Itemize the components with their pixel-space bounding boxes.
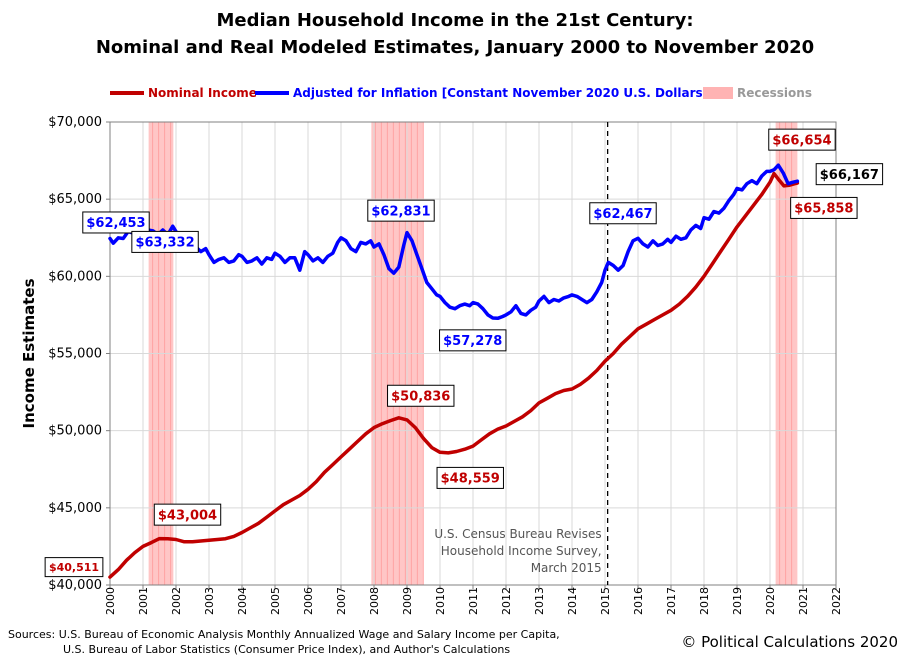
x-tick-label: 2018 xyxy=(698,587,711,615)
y-tick-label: $60,000 xyxy=(48,269,102,284)
x-tick-label: 2003 xyxy=(203,587,216,615)
x-tick-label: 2016 xyxy=(632,587,645,615)
data-label-text: $62,467 xyxy=(593,207,652,222)
y-axis-title: Income Estimates xyxy=(20,278,38,428)
data-label-box xyxy=(82,211,150,234)
data-label: $63,332 xyxy=(131,230,199,253)
x-tick-label: 2004 xyxy=(236,587,249,615)
x-tick-label: 2000 xyxy=(104,587,117,615)
data-label: $66,654 xyxy=(768,128,836,151)
x-tick-label: 2014 xyxy=(566,587,579,615)
x-tick-label: 2017 xyxy=(665,587,678,615)
data-label: $62,831 xyxy=(367,199,435,222)
x-tick-label: 2005 xyxy=(269,587,282,615)
legend-item: Nominal Income xyxy=(110,86,257,100)
y-tick-label: $65,000 xyxy=(48,192,102,207)
annotations: $40,511 $43,004 $50,836 $48,559 $66,654 $65,8… xyxy=(44,128,884,578)
x-tick-label: 2008 xyxy=(368,587,381,615)
chart-legend: Nominal Income Adjusted for Inflation [Co… xyxy=(110,86,812,100)
data-label-box xyxy=(44,557,104,578)
data-label-text: $50,836 xyxy=(391,389,450,404)
x-tick-label: 2002 xyxy=(170,587,183,615)
data-label-box xyxy=(131,230,199,253)
data-label-text: $62,453 xyxy=(86,216,145,231)
legend-label: Recessions xyxy=(737,86,812,100)
x-tick-label: 2009 xyxy=(401,587,414,615)
y-tick-label: $55,000 xyxy=(48,347,102,362)
x-axis: 2000 2001 2002 2003 2004 2005 2006 2007 2008 2009… xyxy=(104,585,843,615)
data-label: $43,004 xyxy=(153,503,222,526)
legend-label: Adjusted for Inflation [Constant Novembe… xyxy=(293,86,708,100)
data-label-box xyxy=(790,196,858,219)
grid xyxy=(109,121,837,586)
data-label-box xyxy=(436,466,504,489)
data-label-box xyxy=(367,199,435,222)
data-label-text: $63,332 xyxy=(135,236,194,251)
data-label: $50,836 xyxy=(387,384,455,407)
data-label-box xyxy=(439,329,507,352)
survey-revision-label: U.S. Census Bureau Revises xyxy=(434,527,601,541)
data-label-text: $48,559 xyxy=(441,472,500,487)
survey-revision-label: Household Income Survey, xyxy=(441,544,602,558)
data-label-text: $62,831 xyxy=(371,204,430,219)
data-label: $48,559 xyxy=(436,466,504,489)
y-tick-label: $70,000 xyxy=(48,115,102,130)
x-tick-label: 2022 xyxy=(830,587,843,615)
x-tick-label: 2001 xyxy=(137,587,150,615)
nominal-income-line xyxy=(108,171,800,579)
real-income-line xyxy=(108,163,800,321)
data-label-text: $66,654 xyxy=(772,133,831,148)
x-tick-label: 2020 xyxy=(764,587,777,615)
x-tick-label: 2013 xyxy=(533,587,546,615)
data-label: $62,467 xyxy=(589,202,657,225)
y-tick-label: $40,000 xyxy=(48,578,102,593)
x-tick-label: 2015 xyxy=(599,587,612,615)
data-label-text: $57,278 xyxy=(443,334,502,349)
legend-item: Recessions xyxy=(703,86,812,100)
data-label-box xyxy=(815,163,884,186)
x-tick-label: 2019 xyxy=(731,587,744,615)
x-tick-label: 2021 xyxy=(797,587,810,615)
data-label-text: $65,858 xyxy=(794,202,853,217)
data-label: $57,278 xyxy=(439,329,507,352)
legend-label: Nominal Income xyxy=(148,86,257,100)
data-label-text: $40,511 xyxy=(49,561,99,574)
x-tick-label: 2012 xyxy=(500,587,513,615)
y-tick-label: $45,000 xyxy=(48,501,102,516)
sources-line1: Sources: U.S. Bureau of Economic Analysi… xyxy=(8,628,560,641)
data-label: $62,453 xyxy=(82,211,150,234)
line-chart: $40,000 $45,000 $50,000 $55,000 $60,000 $65,0… xyxy=(20,115,884,615)
survey-revision-label: March 2015 xyxy=(531,561,602,575)
chart-title-line1: Median Household Income in the 21st Cent… xyxy=(216,10,694,31)
data-label-box xyxy=(153,503,222,526)
data-label: $66,167 xyxy=(815,163,884,186)
data-label-box xyxy=(768,128,836,151)
y-axis: $40,000 $45,000 $50,000 $55,000 $60,000 $65,0… xyxy=(48,115,110,593)
legend-item: Adjusted for Inflation [Constant Novembe… xyxy=(255,86,708,100)
data-label: $65,858 xyxy=(790,196,858,219)
data-label-box xyxy=(589,202,657,225)
legend-swatch xyxy=(703,87,733,99)
data-label-text: $66,167 xyxy=(820,168,879,183)
x-tick-label: 2006 xyxy=(302,587,315,615)
copyright-notice: © Political Calculations 2020 xyxy=(681,633,898,651)
x-tick-label: 2010 xyxy=(434,587,447,615)
y-tick-label: $50,000 xyxy=(48,424,102,439)
chart-title-line2: Nominal and Real Modeled Estimates, Janu… xyxy=(95,37,815,58)
data-label-box xyxy=(387,384,455,407)
sources-line2: U.S. Bureau of Labor Statistics (Consume… xyxy=(63,643,511,656)
x-tick-label: 2007 xyxy=(335,587,348,615)
x-tick-label: 2011 xyxy=(467,587,480,615)
data-label-text: $43,004 xyxy=(158,508,217,523)
data-label: $40,511 xyxy=(44,557,104,578)
